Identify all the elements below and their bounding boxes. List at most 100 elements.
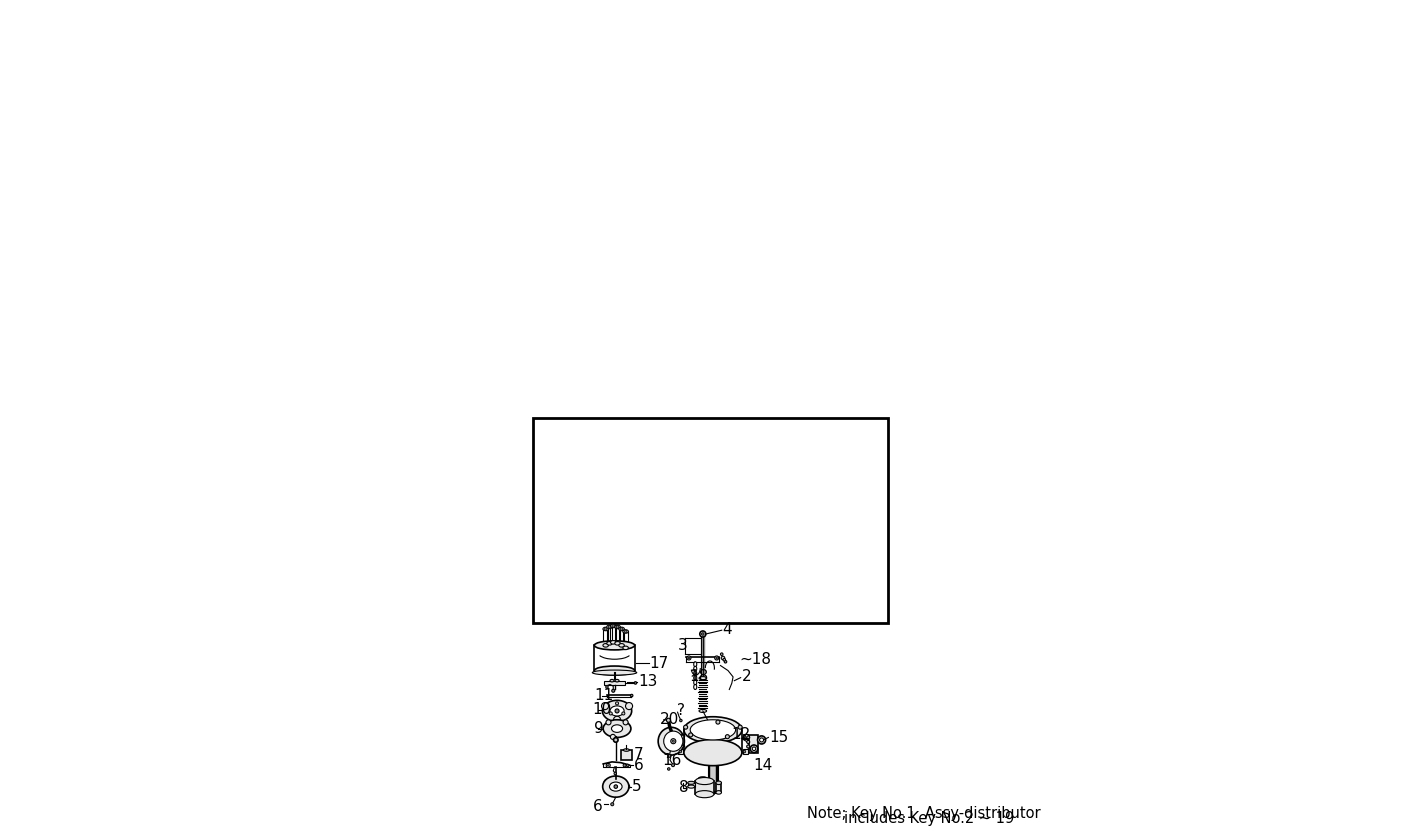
Text: 7: 7 [634, 747, 644, 762]
Circle shape [614, 716, 621, 723]
Text: 12: 12 [732, 727, 750, 742]
Ellipse shape [695, 778, 713, 784]
Ellipse shape [699, 676, 706, 680]
Ellipse shape [693, 676, 696, 681]
Circle shape [750, 745, 757, 753]
Circle shape [625, 784, 630, 789]
Circle shape [688, 657, 689, 659]
Text: Note; Key No.1  Assy-distributor: Note; Key No.1 Assy-distributor [807, 805, 1042, 820]
Bar [688, 783, 695, 787]
Text: 15: 15 [769, 730, 789, 745]
Circle shape [622, 712, 625, 715]
Ellipse shape [610, 680, 614, 682]
Bar [716, 783, 722, 793]
Circle shape [716, 720, 720, 724]
Circle shape [672, 740, 675, 742]
Circle shape [722, 656, 725, 660]
Circle shape [612, 625, 614, 627]
Ellipse shape [624, 749, 630, 751]
Circle shape [666, 718, 671, 722]
Circle shape [668, 768, 671, 770]
Bar [604, 681, 625, 686]
Bar [749, 735, 759, 753]
Circle shape [624, 630, 627, 632]
Ellipse shape [615, 625, 621, 629]
Ellipse shape [684, 716, 742, 743]
Circle shape [611, 735, 615, 740]
Ellipse shape [610, 782, 622, 791]
Ellipse shape [664, 731, 684, 751]
Ellipse shape [622, 630, 628, 633]
Ellipse shape [618, 643, 624, 647]
Circle shape [612, 689, 615, 692]
Circle shape [605, 686, 608, 688]
Bar [678, 749, 682, 755]
Text: 6: 6 [593, 799, 603, 814]
Circle shape [610, 712, 612, 715]
Circle shape [605, 720, 611, 725]
Ellipse shape [688, 785, 695, 788]
Text: ?: ? [676, 703, 685, 718]
Circle shape [679, 750, 682, 753]
Text: 2: 2 [742, 670, 752, 685]
Circle shape [622, 720, 628, 725]
Circle shape [617, 626, 618, 628]
Text: 3: 3 [678, 638, 688, 653]
Circle shape [752, 747, 756, 750]
Circle shape [689, 733, 692, 737]
Ellipse shape [716, 781, 722, 784]
Ellipse shape [594, 641, 635, 650]
Circle shape [611, 803, 614, 806]
Text: 5: 5 [632, 779, 642, 794]
Ellipse shape [716, 790, 722, 794]
Ellipse shape [693, 685, 696, 690]
Circle shape [686, 656, 691, 660]
Ellipse shape [693, 666, 696, 671]
Circle shape [614, 772, 617, 774]
Ellipse shape [693, 661, 696, 666]
Ellipse shape [611, 641, 617, 644]
Circle shape [716, 657, 718, 659]
Circle shape [757, 736, 766, 744]
Circle shape [725, 735, 729, 739]
Circle shape [743, 735, 746, 738]
Ellipse shape [615, 680, 620, 682]
Text: 16: 16 [662, 753, 682, 768]
Circle shape [617, 791, 622, 796]
Ellipse shape [611, 624, 617, 627]
Circle shape [679, 720, 682, 722]
Text: 14: 14 [753, 758, 773, 773]
Ellipse shape [693, 680, 696, 685]
Ellipse shape [691, 720, 736, 740]
Text: 13: 13 [638, 675, 658, 690]
Bar [743, 749, 747, 755]
Ellipse shape [603, 627, 608, 631]
Circle shape [604, 627, 607, 630]
Ellipse shape [603, 701, 632, 721]
Ellipse shape [698, 777, 708, 781]
Ellipse shape [699, 710, 706, 712]
Ellipse shape [603, 643, 608, 647]
Bar [743, 734, 747, 740]
Text: 9: 9 [594, 721, 604, 736]
Ellipse shape [607, 625, 612, 629]
Ellipse shape [593, 670, 637, 675]
Circle shape [746, 745, 750, 748]
Circle shape [608, 626, 611, 628]
Ellipse shape [693, 671, 696, 676]
Circle shape [607, 764, 610, 768]
Circle shape [614, 738, 618, 742]
Ellipse shape [695, 790, 713, 798]
Circle shape [723, 658, 726, 661]
Circle shape [627, 765, 630, 767]
Ellipse shape [611, 725, 622, 732]
Text: 6: 6 [634, 758, 644, 773]
Bar [678, 734, 682, 740]
Circle shape [631, 694, 632, 697]
Ellipse shape [603, 776, 630, 797]
Ellipse shape [684, 740, 742, 765]
Circle shape [604, 779, 610, 784]
Circle shape [725, 661, 726, 663]
Circle shape [760, 738, 763, 742]
Ellipse shape [622, 647, 628, 650]
